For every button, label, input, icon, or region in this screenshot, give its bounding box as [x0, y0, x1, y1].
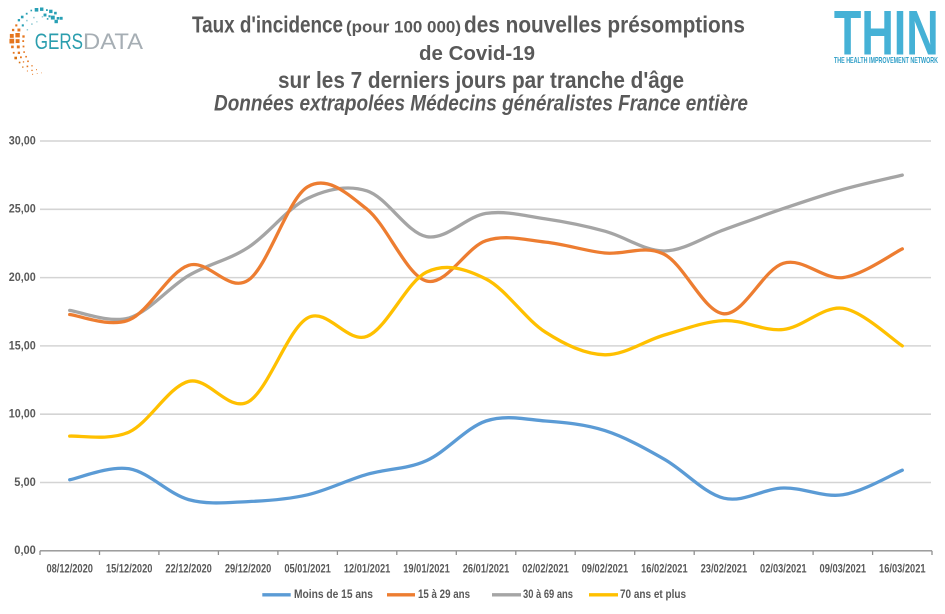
svg-text:02/03/2021: 02/03/2021	[760, 561, 807, 575]
svg-text:30,00: 30,00	[9, 133, 36, 147]
svg-text:Taux d'incidence: Taux d'incidence	[192, 12, 343, 38]
svg-text:Moins de 15 ans: Moins de 15 ans	[294, 589, 373, 601]
svg-text:de Covid-19: de Covid-19	[419, 43, 535, 65]
svg-text:20,00: 20,00	[9, 270, 36, 284]
svg-text:THIN: THIN	[834, 0, 939, 68]
svg-text:19/01/2021: 19/01/2021	[403, 561, 450, 575]
svg-text:16/02/2021: 16/02/2021	[641, 561, 688, 575]
svg-text:23/02/2021: 23/02/2021	[701, 561, 748, 575]
svg-text:DATA: DATA	[83, 29, 143, 54]
svg-text:12/01/2021: 12/01/2021	[344, 561, 391, 575]
svg-text:15 à 29 ans: 15 à 29 ans	[418, 589, 470, 601]
svg-text:0,00: 0,00	[14, 543, 36, 557]
svg-text:26/01/2021: 26/01/2021	[463, 561, 510, 575]
svg-text:29/12/2020: 29/12/2020	[225, 561, 272, 575]
svg-text:70 ans et plus: 70 ans et plus	[620, 589, 686, 601]
svg-text:15/12/2020: 15/12/2020	[106, 561, 153, 575]
svg-text:15,00: 15,00	[9, 338, 36, 352]
svg-text:16/03/2021: 16/03/2021	[879, 561, 926, 575]
svg-text:THE HEALTH IMPROVEMENT NETWORK: THE HEALTH IMPROVEMENT NETWORK	[834, 56, 938, 65]
svg-text:25,00: 25,00	[9, 202, 36, 216]
svg-text:GERS: GERS	[35, 29, 83, 54]
svg-text:30 à 69 ans: 30 à 69 ans	[523, 589, 573, 601]
svg-text:des nouvelles présomptions: des nouvelles présomptions	[464, 12, 745, 38]
svg-text:5,00: 5,00	[14, 475, 36, 489]
svg-text:(pour 100 000): (pour 100 000)	[346, 18, 461, 37]
svg-text:02/02/2021: 02/02/2021	[522, 561, 569, 575]
svg-text:05/01/2021: 05/01/2021	[284, 561, 331, 575]
svg-text:09/03/2021: 09/03/2021	[820, 561, 867, 575]
svg-text:Données extrapolées Médecins g: Données extrapolées Médecins généraliste…	[214, 91, 748, 116]
svg-text:sur les 7 derniers jours par t: sur les 7 derniers jours par tranche d'â…	[278, 67, 684, 93]
svg-text:10,00: 10,00	[9, 407, 36, 421]
svg-text:08/12/2020: 08/12/2020	[46, 561, 93, 575]
svg-text:09/02/2021: 09/02/2021	[582, 561, 629, 575]
svg-text:22/12/2020: 22/12/2020	[165, 561, 212, 575]
